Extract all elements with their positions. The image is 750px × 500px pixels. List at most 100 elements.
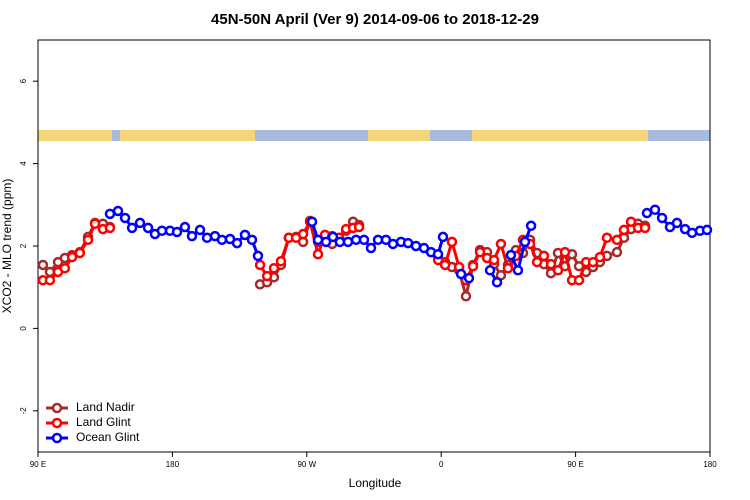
data-point — [334, 236, 346, 248]
data-point — [252, 250, 264, 262]
y-tick-label: 4 — [19, 161, 28, 166]
data-point — [44, 274, 56, 286]
chart-title: 45N-50N April (Ver 9) 2014-09-06 to 2018… — [211, 11, 539, 28]
data-point — [519, 236, 531, 248]
data-point — [134, 217, 146, 229]
data-point — [268, 262, 280, 274]
data-point — [112, 205, 124, 217]
data-point — [353, 221, 365, 233]
data-point — [74, 247, 86, 259]
x-axis-label: Longitude — [349, 476, 402, 490]
data-point — [502, 262, 514, 274]
data-point — [587, 256, 599, 268]
data-point — [460, 291, 472, 302]
data-point — [611, 246, 623, 258]
data-point — [297, 228, 309, 240]
x-tick-label: 0 — [439, 460, 444, 469]
y-axis-label: XCO2 - MLO trend (ppm) — [0, 179, 14, 314]
y-tick-label: 2 — [19, 243, 28, 248]
data-point — [505, 249, 517, 261]
data-point — [358, 234, 370, 246]
data-point — [275, 255, 287, 267]
legend-label: Land Nadir — [76, 400, 135, 414]
data-point — [439, 259, 451, 271]
data-point — [89, 218, 101, 230]
data-point — [545, 258, 557, 270]
data-point — [432, 248, 444, 260]
x-tick-label: 180 — [166, 460, 180, 469]
data-point — [671, 217, 683, 229]
data-point — [156, 225, 168, 237]
legend-swatch — [51, 417, 63, 429]
data-point — [320, 236, 332, 248]
data-point — [306, 216, 318, 227]
data-point — [467, 260, 479, 272]
data-point — [312, 248, 324, 260]
data-point — [649, 204, 661, 215]
data-point — [216, 234, 228, 246]
legend-swatch — [51, 402, 63, 414]
data-point — [531, 256, 543, 268]
data-point — [573, 274, 585, 286]
data-point — [701, 224, 713, 236]
land-ocean-strip — [38, 130, 710, 141]
data-point — [254, 259, 266, 271]
data-point — [171, 226, 183, 238]
data-point — [488, 254, 500, 266]
data-point — [525, 220, 537, 232]
data-point — [625, 216, 637, 227]
data-point — [594, 251, 606, 263]
data-point — [410, 240, 422, 252]
data-point — [446, 236, 458, 248]
data-point — [512, 265, 524, 276]
data-point — [601, 232, 613, 244]
data-point — [611, 234, 623, 246]
data-point — [37, 259, 49, 271]
x-tick-label: 180 — [703, 460, 717, 469]
data-point — [639, 222, 651, 234]
y-tick-label: 6 — [19, 78, 28, 83]
data-point — [44, 266, 56, 278]
data-point — [656, 212, 668, 224]
y-tick-label: 0 — [19, 326, 28, 331]
data-point — [618, 224, 630, 236]
data-point — [437, 231, 449, 243]
data-point — [455, 268, 467, 280]
data-point — [327, 231, 339, 243]
data-point — [66, 251, 78, 263]
data-point — [126, 222, 138, 234]
data-point — [104, 222, 116, 234]
data-point — [186, 230, 198, 242]
x-tick-label: 90 E — [30, 460, 46, 469]
data-point — [246, 234, 258, 246]
legend-swatch — [51, 432, 63, 444]
data-point — [142, 222, 154, 234]
data-point — [179, 221, 191, 233]
x-tick-label: 90 E — [567, 460, 583, 469]
data-point — [119, 212, 131, 224]
data-point — [261, 270, 273, 282]
legend-label: Land Glint — [76, 415, 131, 429]
y-tick-label: -2 — [19, 407, 28, 415]
data-point — [342, 236, 354, 248]
x-tick-label: 90 W — [297, 460, 316, 469]
data-point — [538, 250, 550, 262]
data-point — [559, 246, 571, 258]
data-point — [491, 277, 503, 288]
data-point — [484, 265, 496, 276]
data-point — [495, 238, 507, 250]
data-point — [104, 208, 116, 220]
data-point — [474, 246, 486, 258]
data-point — [552, 265, 564, 276]
data-point — [82, 234, 94, 246]
data-point — [231, 237, 243, 249]
data-point — [312, 234, 324, 246]
data-point — [365, 242, 377, 254]
data-point — [463, 272, 475, 284]
data-point — [641, 207, 653, 219]
data-point — [239, 229, 251, 241]
legend-label: Ocean Glint — [76, 430, 140, 444]
data-point — [387, 238, 399, 250]
